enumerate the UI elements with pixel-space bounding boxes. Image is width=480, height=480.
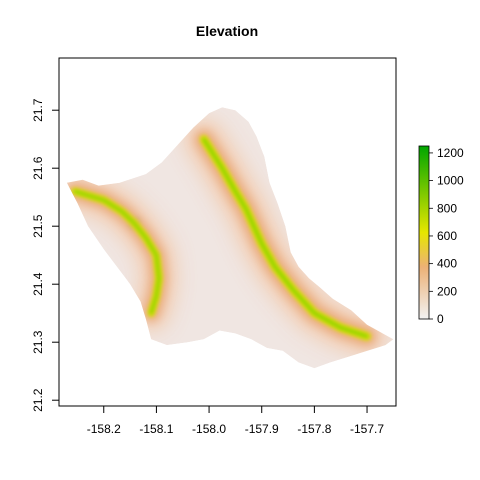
x-tick-label: -158.2 (87, 422, 121, 436)
x-tick-label: -158.0 (192, 422, 226, 436)
band-800-koolau (202, 137, 369, 339)
legend-tick-label: 400 (437, 257, 457, 271)
band-800-waianae (73, 189, 161, 315)
legend-tick-label: 1200 (437, 146, 464, 160)
raster-layer (66, 107, 394, 369)
color-legend: 0 200 400 600 800 1000 1200 (418, 145, 464, 326)
x-tick-label: -157.9 (245, 422, 279, 436)
y-tick-label: 21.6 (31, 156, 45, 180)
y-tick-label: 21.2 (31, 388, 45, 412)
y-tick-label: 21.7 (31, 98, 45, 122)
legend-ticks: 0 200 400 600 800 1000 1200 (429, 146, 464, 326)
y-tick-label: 21.5 (31, 214, 45, 238)
legend-tick-label: 600 (437, 229, 457, 243)
plot-frame (58, 57, 397, 407)
y-tick-label: 21.3 (31, 330, 45, 354)
y-axis: 21.2 21.3 21.4 21.5 21.6 21.7 (31, 98, 59, 412)
legend-tick-label: 0 (437, 312, 444, 326)
x-axis: -158.2 -158.1 -158.0 -157.9 -157.8 -157.7 (87, 406, 384, 436)
legend-tick-label: 800 (437, 201, 457, 215)
x-tick-label: -158.1 (139, 422, 173, 436)
legend-tick-label: 1000 (437, 174, 464, 188)
x-tick-label: -157.7 (350, 422, 384, 436)
x-tick-label: -157.8 (297, 422, 331, 436)
legend-tick-label: 200 (437, 284, 457, 298)
y-tick-label: 21.4 (31, 272, 45, 296)
chart-title: Elevation (196, 23, 258, 39)
legend-colorbar (418, 145, 430, 320)
